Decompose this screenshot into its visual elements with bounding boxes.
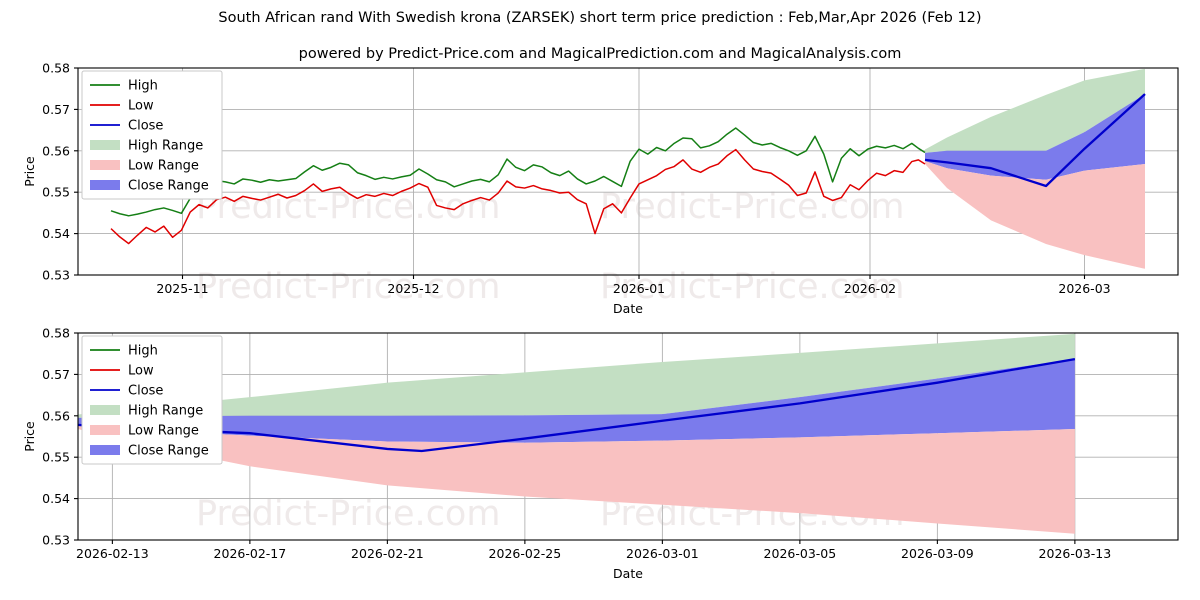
y-tick-label: 0.53 <box>42 268 70 283</box>
series-line-low <box>110 148 926 245</box>
chart-legend: High Low Close High Range Low Range Close Ran… <box>81 70 223 200</box>
band-close-range <box>925 94 1145 180</box>
y-tick-label: 0.54 <box>42 226 70 241</box>
band-high-range <box>78 333 1075 418</box>
legend-swatch-patch-high-range <box>90 405 120 415</box>
legend-swatch-patch-low-range <box>90 425 120 435</box>
legend-label-low: Low <box>128 364 154 379</box>
page-subtitle: powered by Predict-Price.com and Magical… <box>298 46 902 62</box>
x-tick-label: 2025-11 <box>156 281 208 296</box>
legend-label-high-range: High Range <box>128 404 203 419</box>
legend-swatch-patch-close-range <box>90 180 120 190</box>
y-tick-label: 0.56 <box>42 143 70 158</box>
x-axis-label: Date <box>613 566 643 581</box>
y-axis-label: Price <box>22 421 37 452</box>
band-high-range <box>925 68 1145 153</box>
legend-label-high-range: High Range <box>128 139 203 154</box>
legend-label-high: High <box>128 344 158 359</box>
x-tick-label: 2026-03-09 <box>901 546 974 561</box>
y-tick-label: 0.55 <box>42 185 70 200</box>
plot-frame <box>77 67 1179 276</box>
legend-swatch-patch-high-range <box>90 140 120 150</box>
watermark-text: Predict-Price.com <box>196 494 500 534</box>
series-line-close <box>924 93 1146 188</box>
x-tick-label: 2026-02-13 <box>76 546 149 561</box>
legend-swatch-patch-close-range <box>90 445 120 455</box>
legend-label-low: Low <box>128 99 154 114</box>
y-tick-label: 0.56 <box>42 408 70 423</box>
watermark-text: Predict-Price.com <box>600 267 904 307</box>
y-tick-label: 0.58 <box>42 61 70 76</box>
x-tick-label: 2026-03 <box>1058 281 1110 296</box>
band-low-range <box>925 161 1145 269</box>
legend-swatch-patch-low-range <box>90 160 120 170</box>
y-axis-label: Price <box>22 156 37 187</box>
bottom-chart-panel: Predict-Price.comPredict-Price.comPredic… <box>22 326 1179 581</box>
legend-label-low-range: Low Range <box>128 424 199 439</box>
band-low-range <box>78 426 1075 534</box>
series-line-high <box>110 127 926 217</box>
y-tick-label: 0.58 <box>42 326 70 341</box>
y-tick-label: 0.57 <box>42 102 70 117</box>
y-tick-label: 0.53 <box>42 533 70 548</box>
x-tick-label: 2026-02-17 <box>214 546 287 561</box>
x-tick-label: 2026-02-25 <box>489 546 562 561</box>
legend-label-high: High <box>128 79 158 94</box>
plot-frame <box>77 332 1179 541</box>
legend-label-close: Close <box>128 119 163 134</box>
watermark-text: Predict-Price.com <box>196 267 500 307</box>
x-tick-label: 2026-03-13 <box>1039 546 1112 561</box>
x-tick-label: 2026-01 <box>613 281 665 296</box>
y-tick-label: 0.55 <box>42 450 70 465</box>
x-tick-label: 2025-12 <box>387 281 439 296</box>
x-tick-label: 2026-02-21 <box>351 546 424 561</box>
x-tick-label: 2026-03-01 <box>626 546 699 561</box>
legend-label-low-range: Low Range <box>128 159 199 174</box>
page-title: South African rand With Swedish krona (Z… <box>218 10 982 26</box>
band-close-range <box>78 359 1075 443</box>
top-chart-panel: Predict-Price.com Predict-Price.com Predic… <box>22 61 1179 316</box>
legend-label-close-range: Close Range <box>128 179 209 194</box>
x-tick-label: 2026-03-05 <box>764 546 837 561</box>
chart-legend: High Low Close High Range Low Range Close Ran… <box>81 335 223 465</box>
legend-label-close-range: Close Range <box>128 444 209 459</box>
legend-label-close: Close <box>128 384 163 399</box>
x-axis-label: Date <box>613 301 643 316</box>
y-tick-label: 0.57 <box>42 367 70 382</box>
y-tick-label: 0.54 <box>42 491 70 506</box>
x-tick-label: 2026-02 <box>844 281 896 296</box>
watermark-text: Predict-Price.com <box>600 187 904 227</box>
